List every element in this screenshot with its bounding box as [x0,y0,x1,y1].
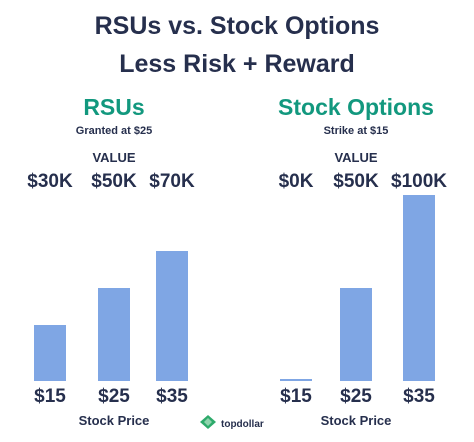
x-axis-title: Stock Price [320,413,392,428]
value-label: $0K [278,171,314,192]
bar [340,288,372,381]
bar [34,325,66,381]
value-label: $70K [149,171,195,192]
value-label: $30K [27,171,73,192]
panel-subtitle: Granted at $25 [75,125,153,137]
x-tick-label: $15 [280,386,312,407]
x-tick-label: $25 [340,386,372,407]
bar [403,195,435,381]
panel-subtitle: Strike at $15 [323,125,389,137]
value-label: $100K [391,171,447,192]
x-tick-label: $35 [403,386,435,407]
chart-subtitle: Less Risk + Reward [119,50,355,78]
value-label: $50K [91,171,137,192]
x-tick-label: $35 [156,386,188,407]
value-header: VALUE [334,150,378,165]
leaf-icon [199,414,217,435]
panel-title: Stock Options [278,94,434,120]
value-header: VALUE [92,150,136,165]
chart-title: RSUs vs. Stock Options [94,12,380,40]
panel-title: RSUs [83,94,145,120]
x-tick-label: $15 [34,386,66,407]
bar [98,288,130,381]
brand-logo: topdollar [199,414,264,435]
bar [156,250,188,381]
x-tick-label: $25 [98,386,130,407]
x-axis-title: Stock Price [78,413,150,428]
brand-name: topdollar [221,418,264,430]
value-label: $50K [333,171,379,192]
bar [280,379,312,381]
